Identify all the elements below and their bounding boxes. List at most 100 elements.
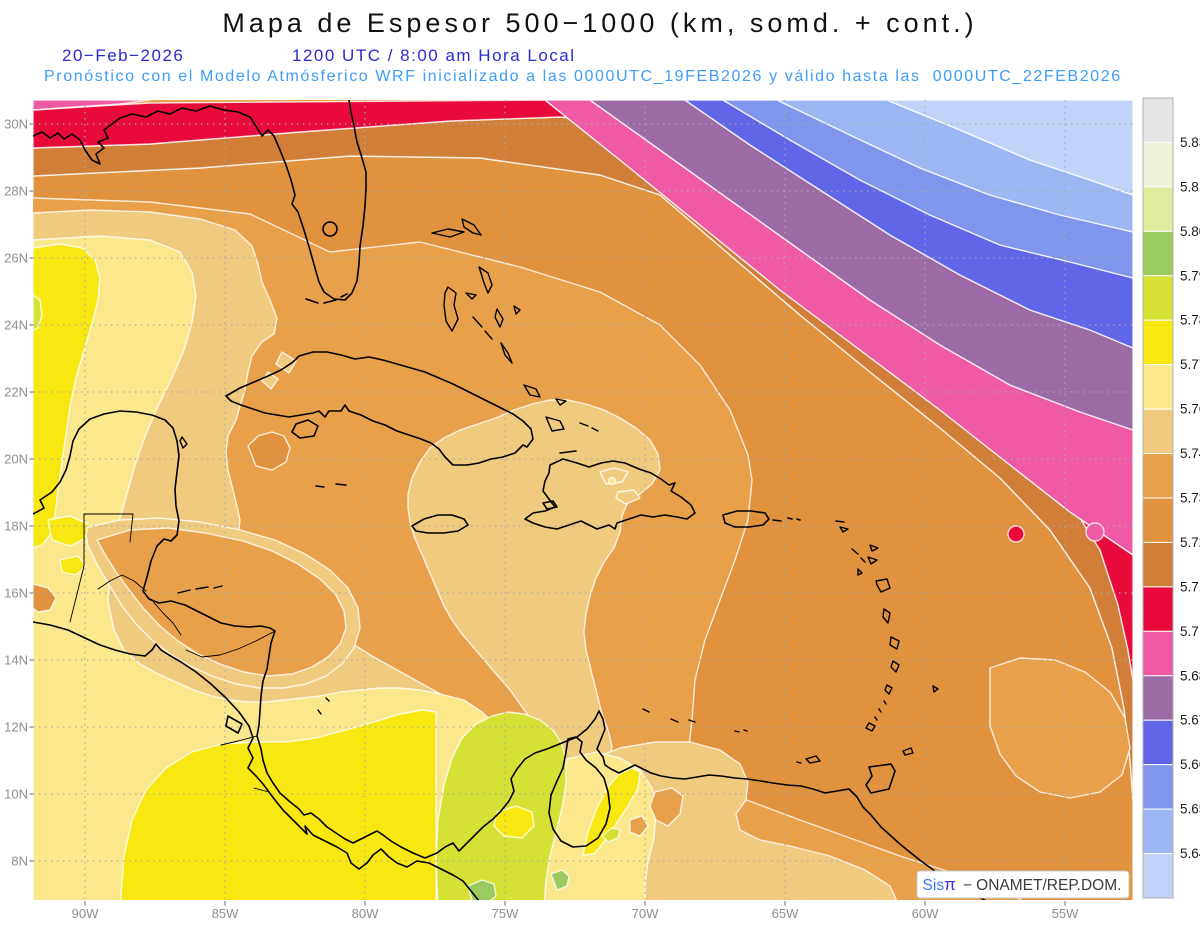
coast-puerto-rico [722,510,801,528]
colorbar-segment [1142,764,1174,810]
lon-label: 55W [1052,906,1079,921]
lon-label: 85W [212,906,239,921]
colorbar-segment [1142,453,1174,499]
lon-label: 75W [492,906,519,921]
colorbar-label: 5.795 [1180,268,1200,283]
orange-mid-blob-sw-cuba [247,431,291,471]
lon-label: 65W [772,906,799,921]
colorbar-label: 5.712 [1180,579,1200,594]
colorbar-label: 5.736 [1180,491,1200,506]
colorbar-segment [1142,97,1174,143]
colorbar-label: 5.748 [1180,446,1200,461]
colorbar-segment [1142,408,1174,455]
coast-bahamas [431,218,599,432]
coast-lesser-antilles [835,520,939,756]
colorbar-label: 5.819 [1180,179,1200,194]
lon-label: 60W [912,906,939,921]
watermark-box [916,870,1130,899]
yellow-blob-left-2 [59,555,87,576]
colorbar-label: 5.783 [1180,313,1200,328]
colorbar-label: 5.772 [1180,357,1200,372]
lat-label: 16N [4,586,28,601]
colorbar-label: 5.688 [1180,668,1200,683]
lake-nicaragua [225,715,243,734]
colorbar-segment [1142,230,1174,277]
lat-label: 10N [4,787,28,802]
coast-cuba [225,351,534,466]
yellow-patch-in-yg [493,805,535,839]
colorbar-segment [1142,586,1174,632]
colorbar-segment [1142,853,1174,899]
axis-labels: 30N 28N 26N 24N 22N 20N 18N 16N 14N 12N 10N 8N 90W 85… [4,117,1079,922]
tan-patch-dr-2 [615,489,641,505]
lat-label: 14N [4,653,28,668]
coast-pacific-central-america [33,621,480,900]
colorbar-segment [1142,808,1174,855]
coast-isla-juventud [291,419,319,439]
watermark-org: − ONAMET/REP.DOM. [963,877,1122,894]
coast-trinidad [865,763,896,794]
colorbar-label: 5.724 [1180,535,1200,550]
lat-label: 18N [4,519,28,534]
colorbar-segment [1142,319,1174,366]
latlon-grid [33,100,1133,900]
coast-us-gulf-florida [33,100,367,301]
coast-mexico-central-america-caribbean [33,410,987,900]
lon-label: 70W [632,906,659,921]
band-5772-5783-gulf [33,243,101,549]
lat-label: 26N [4,251,28,266]
lat-label: 28N [4,184,28,199]
coast-venezuela-islands [642,708,821,764]
coast-jamaica [411,514,469,534]
colorbar-segment [1142,541,1174,588]
colorbar-label: 5.7 [1180,624,1199,639]
colorbar-label: 5.676 [1180,713,1200,728]
colorbar-label: 5.76 [1180,402,1200,417]
colorbar-label: 5.652 [1180,802,1200,817]
band-5795-5807-green-2 [550,869,570,891]
orange-blob-guatemala [96,527,347,677]
orange-light-blob-venezuela-2 [629,815,649,837]
watermark-pi-icon: π [944,875,956,894]
colorbar-segment [1142,497,1174,543]
lat-label: 22N [4,385,28,400]
valid-time: 1200 UTC / 8:00 am Hora Local [292,46,576,65]
lat-label: 30N [4,117,28,132]
red-dot-atlantic [1007,525,1025,543]
coastline-layer [33,100,987,900]
colorbar-segment [1142,630,1174,677]
valid-date: 20−Feb−2026 [62,46,185,65]
colorbar-frame [1142,97,1174,899]
band-5688-5700-top-sliver [33,100,151,111]
lake-okeechobee [322,221,338,237]
colorbar-segment [1142,141,1174,188]
lat-label: 8N [11,854,28,869]
pale-yellow-dot-dr [607,476,617,486]
coast-gonave-tortue [542,450,577,510]
watermark-text: Sisπ − ONAMET/REP.DOM. [923,875,1122,894]
page-title: Mapa de Espesor 500−1000 (km, somd. + co… [222,8,978,38]
colorbar: 5.831 5.819 5.807 5.795 5.783 5.772 5.76 5.748 5… [1142,97,1200,899]
watermark: Sisπ − ONAMET/REP.DOM. [916,870,1130,899]
yg-dot-in-streak [601,827,621,843]
lake-maracaibo [548,736,611,848]
watermark-sis: Sis [923,877,945,894]
colorbar-segment [1142,675,1174,721]
colorbar-segment [1142,364,1174,410]
lat-label: 20N [4,452,28,467]
colorbar-label: 5.64 [1180,846,1200,861]
lon-label: 90W [72,906,99,921]
colorbar-label: 5.664 [1180,757,1200,772]
borders-central-america [69,513,276,793]
band-5748-5760-hispaniola-lobe [407,399,661,775]
colorbar-segment [1142,719,1174,766]
colorbar-segment [1142,275,1174,321]
tan-patch-cuba-1 [275,351,297,374]
yellow-blob-left-1 [47,515,89,547]
band-5783-5795-colombia [435,711,567,900]
colorbar-label: 5.831 [1180,135,1200,150]
yg-sliver-left-edge [33,294,43,331]
pink-dot-in-red-band [1085,522,1105,542]
